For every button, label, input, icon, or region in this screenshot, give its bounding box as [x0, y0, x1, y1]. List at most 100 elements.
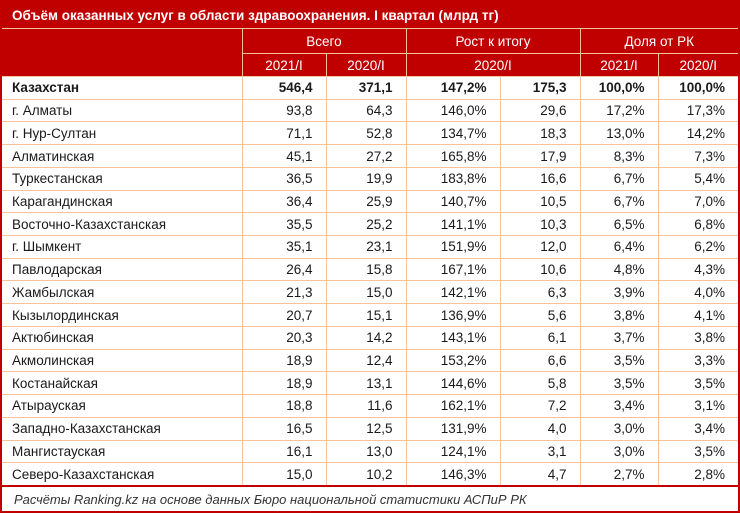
region-name-cell: г. Шымкент	[2, 235, 243, 259]
total-2021-cell: 71,1	[242, 121, 327, 146]
share-2020-cell: 100,0%	[658, 76, 738, 100]
table-row: Казахстан 546,4 371,1 147,2% 175,3 100,0…	[2, 76, 738, 100]
region-name-cell: г. Алматы	[2, 99, 243, 123]
table-row: г. Шымкент 35,1 23,1 151,9% 12,0 6,4% 6,…	[2, 235, 738, 259]
total-2021-cell: 45,1	[242, 144, 327, 168]
share-2020-cell: 6,8%	[658, 212, 738, 237]
share-2021-cell: 3,0%	[580, 440, 659, 464]
growth-abs-cell: 4,0	[500, 417, 581, 441]
total-2021-cell: 93,8	[242, 99, 327, 123]
growth-abs-cell: 4,7	[500, 462, 581, 487]
title-row: Объём оказанных услуг в области здравоох…	[2, 2, 738, 29]
group-header-growth: Рост к итогу	[405, 28, 580, 54]
table-row: г. Алматы 93,8 64,3 146,0% 29,6 17,2% 17…	[2, 99, 738, 123]
table-row: Туркестанская 36,5 19,9 183,8% 16,6 6,7%…	[2, 167, 738, 191]
growth-abs-cell: 17,9	[500, 144, 581, 168]
share-2021-cell: 3,0%	[580, 417, 659, 441]
growth-abs-cell: 5,8	[500, 371, 581, 396]
total-2021-cell: 20,7	[242, 303, 327, 327]
share-2021-cell: 8,3%	[580, 144, 659, 168]
growth-percent-cell: 183,8%	[406, 167, 501, 191]
growth-percent-cell: 146,3%	[406, 462, 501, 487]
total-2020-cell: 371,1	[326, 76, 407, 100]
total-2021-cell: 35,1	[242, 235, 327, 259]
subheader-total-2021: 2021/I	[241, 53, 326, 77]
share-2020-cell: 4,3%	[658, 258, 738, 282]
share-2021-cell: 4,8%	[580, 258, 659, 282]
growth-percent-cell: 141,1%	[406, 212, 501, 237]
growth-percent-cell: 136,9%	[406, 303, 501, 327]
share-2020-cell: 17,3%	[658, 99, 738, 123]
share-2020-cell: 3,1%	[658, 394, 738, 418]
region-name-cell: Северо-Казахстанская	[2, 462, 243, 487]
table-header: Объём оказанных услуг в области здравоох…	[2, 2, 738, 77]
total-2020-cell: 13,1	[326, 371, 407, 396]
region-name-cell: Костанайская	[2, 371, 243, 396]
table-row: Карагандинская 36,4 25,9 140,7% 10,5 6,7…	[2, 190, 738, 214]
subheader-share-2020: 2020/I	[657, 53, 738, 77]
table-row: Жамбылская 21,3 15,0 142,1% 6,3 3,9% 4,0…	[2, 280, 738, 305]
share-2020-cell: 4,1%	[658, 303, 738, 327]
growth-abs-cell: 18,3	[500, 121, 581, 146]
total-2021-cell: 18,9	[242, 349, 327, 373]
table-row: Северо-Казахстанская 15,0 10,2 146,3% 4,…	[2, 462, 738, 487]
total-2021-cell: 36,4	[242, 190, 327, 214]
total-2020-cell: 23,1	[326, 235, 407, 259]
growth-abs-cell: 10,3	[500, 212, 581, 237]
total-2020-cell: 15,8	[326, 258, 407, 282]
total-2021-cell: 546,4	[242, 76, 327, 100]
growth-percent-cell: 134,7%	[406, 121, 501, 146]
region-name-cell: Актюбинская	[2, 326, 243, 350]
total-2020-cell: 19,9	[326, 167, 407, 191]
growth-abs-cell: 16,6	[500, 167, 581, 191]
growth-abs-cell: 175,3	[500, 76, 581, 100]
share-2021-cell: 17,2%	[580, 99, 659, 123]
subheader-total-2020: 2020/I	[325, 53, 406, 77]
growth-percent-cell: 165,8%	[406, 144, 501, 168]
region-name-cell: Жамбылская	[2, 280, 243, 305]
total-2020-cell: 10,2	[326, 462, 407, 487]
share-2021-cell: 13,0%	[580, 121, 659, 146]
total-2021-cell: 35,5	[242, 212, 327, 237]
total-2021-cell: 18,8	[242, 394, 327, 418]
table-row: г. Нур-Султан 71,1 52,8 134,7% 18,3 13,0…	[2, 121, 738, 146]
growth-abs-cell: 5,6	[500, 303, 581, 327]
footer-row: Расчёты Ranking.kz на основе данных Бюро…	[2, 485, 738, 511]
growth-abs-cell: 29,6	[500, 99, 581, 123]
share-2020-cell: 4,0%	[658, 280, 738, 305]
total-2020-cell: 52,8	[326, 121, 407, 146]
region-name-cell: Восточно-Казахстанская	[2, 212, 243, 237]
table-row: Актюбинская 20,3 14,2 143,1% 6,1 3,7% 3,…	[2, 326, 738, 350]
share-2020-cell: 3,3%	[658, 349, 738, 373]
table-row: Восточно-Казахстанская 35,5 25,2 141,1% …	[2, 212, 738, 237]
growth-percent-cell: 131,9%	[406, 417, 501, 441]
share-2021-cell: 6,4%	[580, 235, 659, 259]
growth-percent-cell: 144,6%	[406, 371, 501, 396]
subheader-share-2021: 2021/I	[579, 53, 658, 77]
total-2020-cell: 25,2	[326, 212, 407, 237]
growth-percent-cell: 167,1%	[406, 258, 501, 282]
growth-abs-cell: 7,2	[500, 394, 581, 418]
table-footer: Расчёты Ranking.kz на основе данных Бюро…	[2, 485, 738, 511]
total-2021-cell: 15,0	[242, 462, 327, 487]
total-2021-cell: 26,4	[242, 258, 327, 282]
share-2020-cell: 7,3%	[658, 144, 738, 168]
region-name-cell: Алматинская	[2, 144, 243, 168]
total-2020-cell: 64,3	[326, 99, 407, 123]
share-2021-cell: 6,7%	[580, 190, 659, 214]
table-row: Атырауская 18,8 11,6 162,1% 7,2 3,4% 3,1…	[2, 394, 738, 418]
table-title: Объём оказанных услуг в области здравоох…	[2, 2, 738, 29]
growth-abs-cell: 12,0	[500, 235, 581, 259]
share-2021-cell: 100,0%	[580, 76, 659, 100]
growth-percent-cell: 162,1%	[406, 394, 501, 418]
total-2020-cell: 11,6	[326, 394, 407, 418]
region-name-cell: Атырауская	[2, 394, 243, 418]
table-row: Костанайская 18,9 13,1 144,6% 5,8 3,5% 3…	[2, 371, 738, 396]
growth-abs-cell: 3,1	[500, 440, 581, 464]
table-row: Кызылординская 20,7 15,1 136,9% 5,6 3,8%…	[2, 303, 738, 327]
growth-percent-cell: 146,0%	[406, 99, 501, 123]
share-2020-cell: 2,8%	[658, 462, 738, 487]
